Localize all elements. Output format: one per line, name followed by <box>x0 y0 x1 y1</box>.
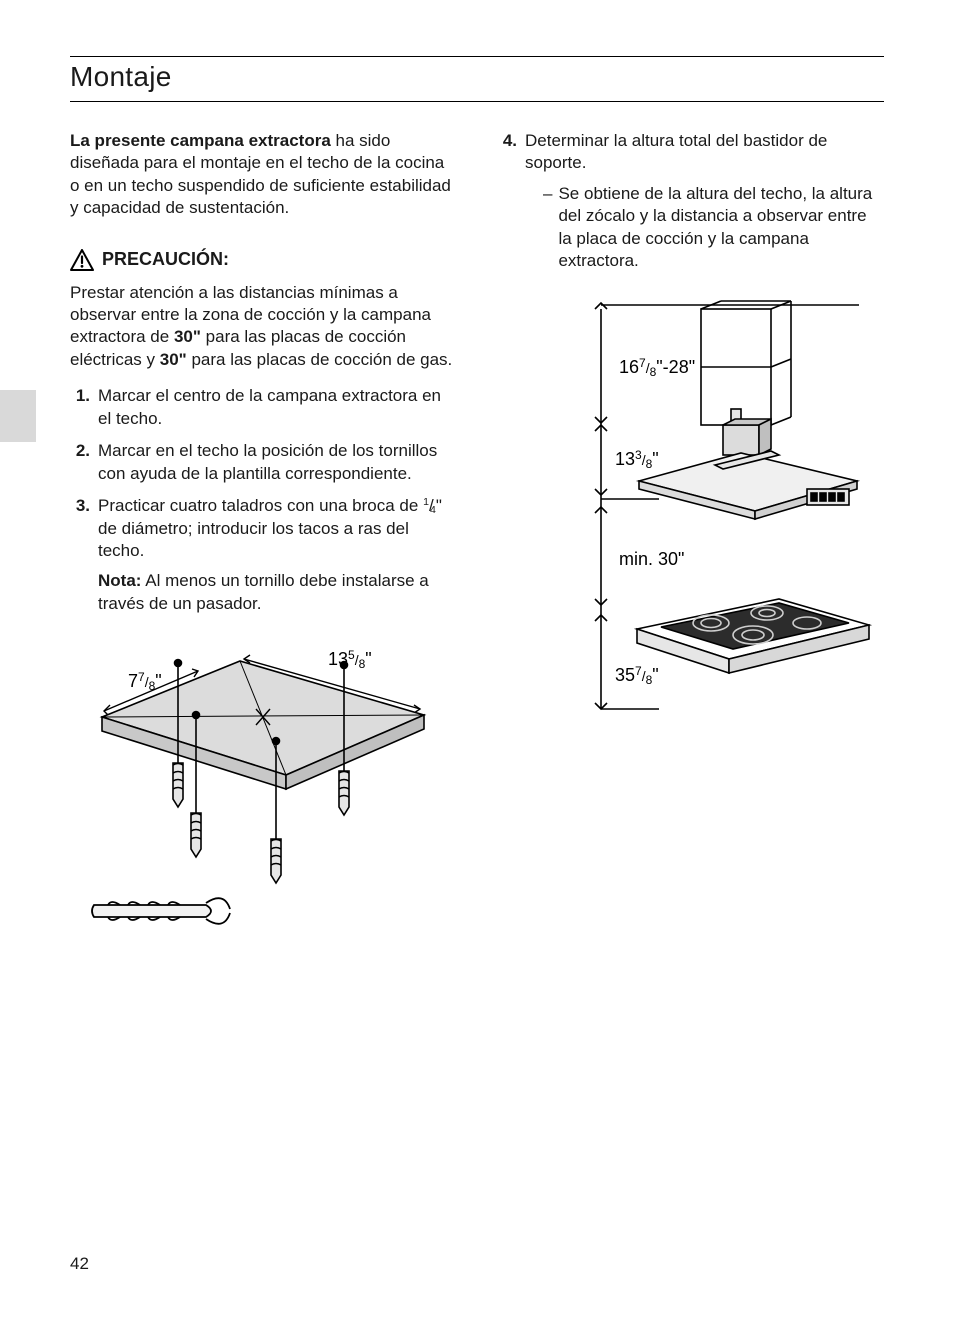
cooktop <box>637 599 869 673</box>
step-2: 2. Marcar en el techo la posición de los… <box>70 440 457 485</box>
note-label: Nota: <box>98 571 141 590</box>
step-text: Marcar el centro de la campana extractor… <box>98 385 457 430</box>
step-number: 3. <box>70 495 90 615</box>
step-text: Determinar la altura total del bastidor … <box>525 130 884 273</box>
caution-label: PRECAUCIÓN: <box>102 248 229 272</box>
title-rule <box>70 101 884 102</box>
dash: – <box>543 183 552 273</box>
manual-page: Montaje La presente campana extractora h… <box>0 0 954 1326</box>
note-text: Al menos un tornillo debe instalarse a t… <box>98 571 429 612</box>
step-number: 4. <box>497 130 517 273</box>
caution-heading: PRECAUCIÓN: <box>70 248 457 272</box>
fraction-1-4: 1/4 <box>423 496 436 515</box>
dim-a-label: 77/8" <box>128 670 162 693</box>
anchor-detail <box>92 898 230 924</box>
step-3: 3. Practicar cuatro taladros con una bro… <box>70 495 457 615</box>
hood <box>639 419 857 519</box>
step3-note: Nota: Al menos un tornillo debe instalar… <box>98 570 457 615</box>
support-frame <box>701 301 791 425</box>
step-1: 1. Marcar el centro de la campana extrac… <box>70 385 457 430</box>
steps-list-right: 4. Determinar la altura total del bastid… <box>497 130 884 273</box>
page-number: 42 <box>70 1254 89 1274</box>
step-4: 4. Determinar la altura total del bastid… <box>497 130 884 273</box>
page-title: Montaje <box>70 57 884 101</box>
steps-list: 1. Marcar el centro de la campana extrac… <box>70 385 457 615</box>
dim-b-label: 135/8" <box>328 648 372 671</box>
warning-icon <box>70 249 94 271</box>
caution-bold-1: 30" <box>174 327 201 346</box>
caution-body: Prestar atención a las distancias mínima… <box>70 282 457 372</box>
caution-bold-2: 30" <box>160 350 187 369</box>
right-column: 4. Determinar la altura total del bastid… <box>497 130 884 950</box>
step-number: 2. <box>70 440 90 485</box>
dim-d2: 133/8" <box>615 448 659 471</box>
intro-paragraph: La presente campana extractora ha sido d… <box>70 130 457 220</box>
dim-d1: 167/8"-28" <box>619 356 695 379</box>
step4-subitem: – Se obtiene de la altura del techo, la … <box>543 183 884 273</box>
two-column-layout: La presente campana extractora ha sido d… <box>70 130 884 950</box>
dim-d3: min. 30" <box>619 549 684 569</box>
left-column: La presente campana extractora ha sido d… <box>70 130 457 950</box>
page-edge-tab <box>0 390 36 442</box>
step-text: Practicar cuatro taladros con una broca … <box>98 495 457 615</box>
subitem-text: Se obtiene de la altura del techo, la al… <box>558 183 884 273</box>
figure-ceiling-template: 77/8" 135/8" <box>80 643 440 943</box>
caution-text-3: para las placas de cocción de gas. <box>187 350 453 369</box>
step3-pre: Practicar cuatro taladros con una broca … <box>98 496 423 515</box>
figure-heights: 167/8"-28" 133/8" min. 30" 357/8" <box>509 299 879 729</box>
intro-bold: La presente campana extractora <box>70 131 331 150</box>
dim-d4: 357/8" <box>615 664 659 687</box>
step-text: Marcar en el techo la posición de los to… <box>98 440 457 485</box>
step-number: 1. <box>70 385 90 430</box>
